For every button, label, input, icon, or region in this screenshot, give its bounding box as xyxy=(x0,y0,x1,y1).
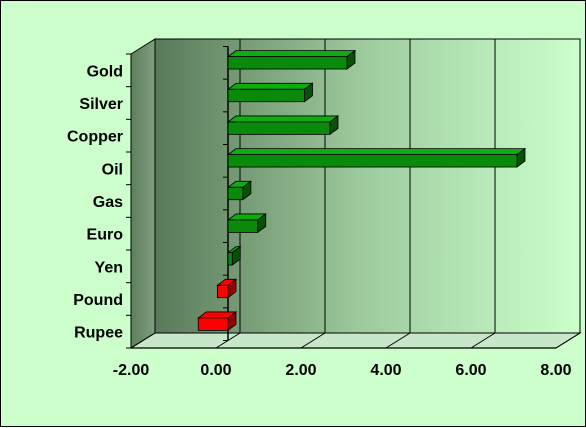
x-tick-label: -2.00 xyxy=(113,362,150,379)
bar-gold xyxy=(226,49,357,70)
category-label: Euro xyxy=(87,227,124,244)
bar-front-face xyxy=(197,317,229,331)
bar-copper xyxy=(226,115,340,136)
bar-front-face xyxy=(216,284,229,299)
x-tick-label: 6.00 xyxy=(455,362,486,379)
category-label: Yen xyxy=(95,259,123,276)
bar-oil xyxy=(226,147,527,168)
bar-pound xyxy=(216,278,238,299)
bar-front-face xyxy=(227,88,305,103)
floor-gridline xyxy=(470,332,496,349)
x-tick-label: 4.00 xyxy=(370,362,401,379)
x-tick-label: 8.00 xyxy=(540,362,571,379)
bar-front-face xyxy=(227,219,259,233)
category-label: Rupee xyxy=(74,325,123,342)
bar-yen xyxy=(226,245,242,266)
bar-front-face xyxy=(227,252,233,266)
bar-front-face xyxy=(227,56,348,70)
bar-front-face xyxy=(227,186,244,201)
bar-front-face xyxy=(227,121,331,135)
bar-top-face xyxy=(226,115,340,123)
category-label: Copper xyxy=(67,129,123,146)
x-tick-label: 0.00 xyxy=(200,362,231,379)
floor-gridline xyxy=(130,332,156,349)
category-label: Gold xyxy=(87,63,123,80)
floor xyxy=(129,332,582,349)
floor-gridline xyxy=(555,332,581,349)
bar-silver xyxy=(226,82,314,103)
category-label: Gas xyxy=(93,194,123,211)
bar-gas xyxy=(226,180,253,201)
bar-euro xyxy=(226,213,267,234)
bar-top-face xyxy=(226,50,357,58)
category-label: Silver xyxy=(79,96,123,113)
category-label: Pound xyxy=(73,292,123,309)
bar-rupee xyxy=(197,311,238,332)
category-label: Oil xyxy=(102,161,123,178)
floor-gridline xyxy=(385,332,411,349)
bar-top-face xyxy=(226,148,527,156)
floor-gridline xyxy=(300,332,326,349)
x-tick-label: 2.00 xyxy=(285,362,316,379)
bar-front-face xyxy=(227,154,518,168)
bar-top-face xyxy=(226,82,314,90)
side-wall xyxy=(130,38,156,349)
